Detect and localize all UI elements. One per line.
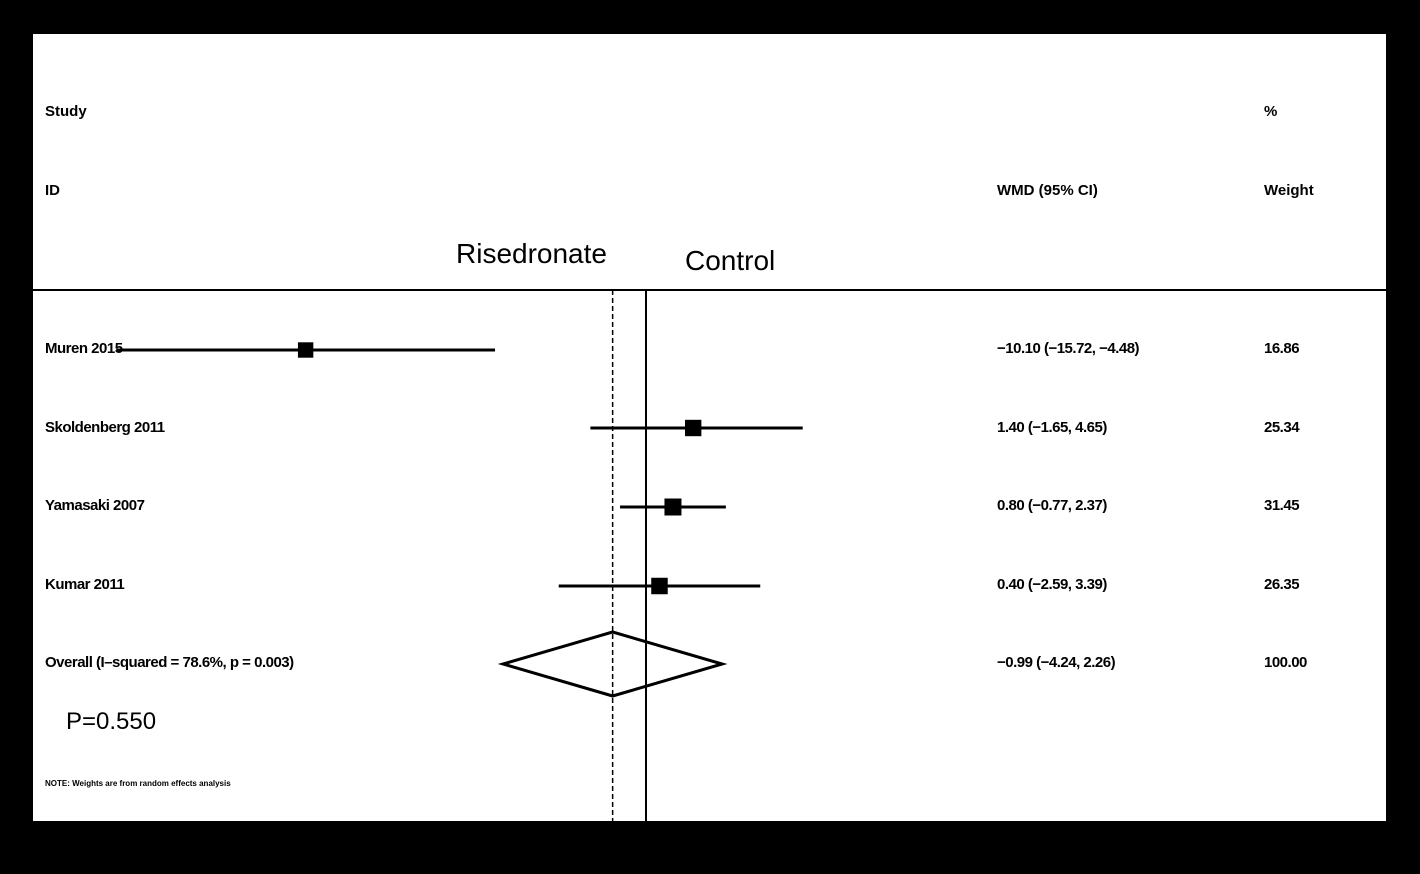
- x-tick-label: -10: [300, 833, 319, 848]
- favours-right-label: Control: [685, 245, 776, 276]
- forest-plot-frame: -10 0 10 Study ID WMD (95% CI) % Weight Ri…: [33, 34, 1386, 848]
- overall-label: Overall (I–squared = 78.6%, p = 0.003): [45, 654, 294, 671]
- weight-muren: 16.86: [1264, 340, 1300, 357]
- study-label-yamasaki: Yamasaki 2007: [45, 497, 145, 514]
- wmd-yamasaki: 0.80 (−0.77, 2.37): [997, 497, 1107, 514]
- study-box: [664, 498, 682, 516]
- id-header: ID: [45, 182, 60, 199]
- study-box: [297, 342, 314, 358]
- study-header: Study: [45, 103, 87, 120]
- wmd-kumar: 0.40 (−2.59, 3.39): [997, 576, 1107, 593]
- study-box: [684, 419, 702, 437]
- x-tick-label: 0: [642, 833, 649, 848]
- effect-header: WMD (95% CI): [997, 182, 1098, 199]
- study-box: [651, 577, 668, 595]
- wmd-muren: −10.10 (−15.72, −4.48): [997, 340, 1140, 357]
- x-tick-label: 10: [976, 833, 990, 848]
- plot-layer: -10 0 10: [116, 290, 990, 848]
- weight-header-percent: %: [1264, 103, 1278, 120]
- weight-yamasaki: 31.45: [1264, 497, 1300, 514]
- weight-overall: 100.00: [1264, 654, 1307, 671]
- wmd-skoldenberg: 1.40 (−1.65, 4.65): [997, 419, 1107, 436]
- study-label-muren: Muren 2015: [45, 340, 123, 357]
- overall-diamond: [497, 630, 728, 698]
- wmd-overall: −0.99 (−4.24, 2.26): [997, 654, 1116, 671]
- p-value-annotation: P=0.550: [66, 708, 157, 735]
- weight-header: Weight: [1264, 182, 1314, 199]
- weight-skoldenberg: 25.34: [1264, 419, 1300, 436]
- favours-left-label: Risedronate: [456, 238, 607, 269]
- study-label-skoldenberg: Skoldenberg 2011: [45, 419, 165, 436]
- weight-kumar: 26.35: [1264, 576, 1300, 593]
- study-label-kumar: Kumar 2011: [45, 576, 125, 593]
- forest-plot-svg: -10 0 10: [33, 289, 1386, 848]
- random-effects-note: NOTE: Weights are from random effects an…: [45, 779, 231, 788]
